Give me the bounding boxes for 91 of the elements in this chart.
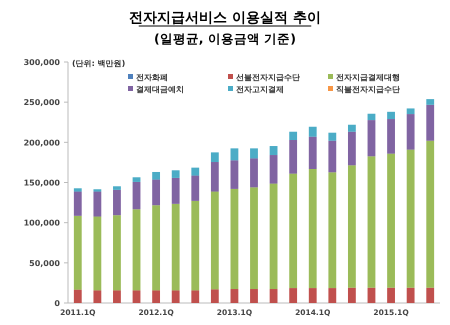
- bar: [74, 192, 82, 216]
- bar: [426, 104, 434, 141]
- bar: [289, 288, 298, 303]
- bar: [308, 288, 317, 303]
- bar: [172, 290, 180, 303]
- bar: [152, 180, 160, 206]
- bar: [152, 172, 160, 180]
- bar: [113, 215, 121, 290]
- bar: [368, 156, 376, 288]
- bar: [328, 132, 336, 141]
- y-tick-label: 50,000: [29, 258, 60, 268]
- chart-subtitle: (일평균, 이용금액 기준): [154, 31, 296, 46]
- bar: [368, 120, 376, 156]
- bar: [93, 216, 102, 290]
- bar: [308, 169, 317, 288]
- bar: [132, 290, 140, 303]
- bar: [113, 186, 121, 190]
- bar: [152, 290, 160, 303]
- bar: [152, 205, 160, 290]
- bar: [348, 165, 356, 288]
- bar: [308, 126, 317, 137]
- bar: [250, 187, 258, 290]
- bar: [210, 192, 219, 290]
- bar: [406, 288, 415, 303]
- bar: [132, 177, 140, 182]
- bar: [328, 288, 336, 303]
- y-tick-label: 300,000: [24, 58, 60, 67]
- legend-label: 선불전자지급수단: [236, 73, 300, 82]
- bar: [387, 112, 395, 120]
- legend-label: 결제대금예치: [136, 85, 184, 94]
- bar: [74, 290, 82, 303]
- y-tick-label: 0: [54, 299, 60, 308]
- bar: [191, 200, 200, 290]
- bar: [250, 289, 258, 303]
- bar: [368, 114, 376, 120]
- bar: [387, 119, 395, 154]
- bar: [230, 148, 238, 160]
- legend-label: 전자고지결제: [236, 85, 284, 94]
- bar: [270, 146, 278, 156]
- bar: [348, 124, 356, 132]
- bar: [210, 289, 219, 303]
- bar: [172, 170, 180, 178]
- bar: [426, 99, 434, 105]
- legend-label: 전자화폐: [136, 73, 168, 82]
- annotation: (단위: 백만원): [72, 59, 126, 68]
- y-tick-label: 100,000: [24, 218, 60, 228]
- bar: [93, 290, 102, 303]
- bar: [93, 192, 102, 217]
- y-tick-label: 250,000: [24, 98, 60, 108]
- bar: [348, 132, 356, 166]
- bar: [289, 174, 298, 288]
- legend-label: 전자지급결제대행: [336, 73, 400, 82]
- bar: [172, 178, 180, 204]
- bar: [191, 176, 200, 201]
- bar: [74, 216, 82, 290]
- bar: [230, 289, 238, 303]
- bar: [328, 172, 336, 288]
- bar: [191, 168, 200, 176]
- bar: [426, 140, 434, 288]
- bar: [172, 204, 180, 290]
- bar: [348, 288, 356, 303]
- bar: [289, 132, 298, 140]
- bar: [93, 189, 102, 192]
- bar: [191, 290, 200, 303]
- y-tick-label: 200,000: [24, 138, 60, 148]
- chart-title: 전자지급서비스 이용실적 추이: [129, 10, 321, 26]
- y-tick-label: 150,000: [24, 178, 60, 188]
- bar: [406, 150, 415, 288]
- bar: [230, 160, 238, 189]
- bar: [132, 209, 140, 290]
- bar: [387, 154, 395, 288]
- bar: [270, 289, 278, 303]
- bar: [308, 136, 317, 170]
- bar: [113, 290, 121, 303]
- bar: [113, 190, 121, 216]
- bar: [250, 158, 258, 188]
- bar: [230, 188, 238, 290]
- bar: [406, 108, 415, 114]
- legend-label: 직불전자지급수단: [336, 85, 400, 94]
- bar: [368, 288, 376, 303]
- bar: [210, 162, 219, 192]
- bar: [132, 182, 140, 210]
- bar: [387, 288, 395, 303]
- bar: [210, 152, 219, 162]
- bar: [289, 140, 298, 174]
- bar: [328, 140, 336, 172]
- bar: [426, 288, 434, 303]
- bar: [270, 184, 278, 290]
- bar: [406, 114, 415, 150]
- bar: [270, 155, 278, 184]
- bar: [250, 148, 258, 158]
